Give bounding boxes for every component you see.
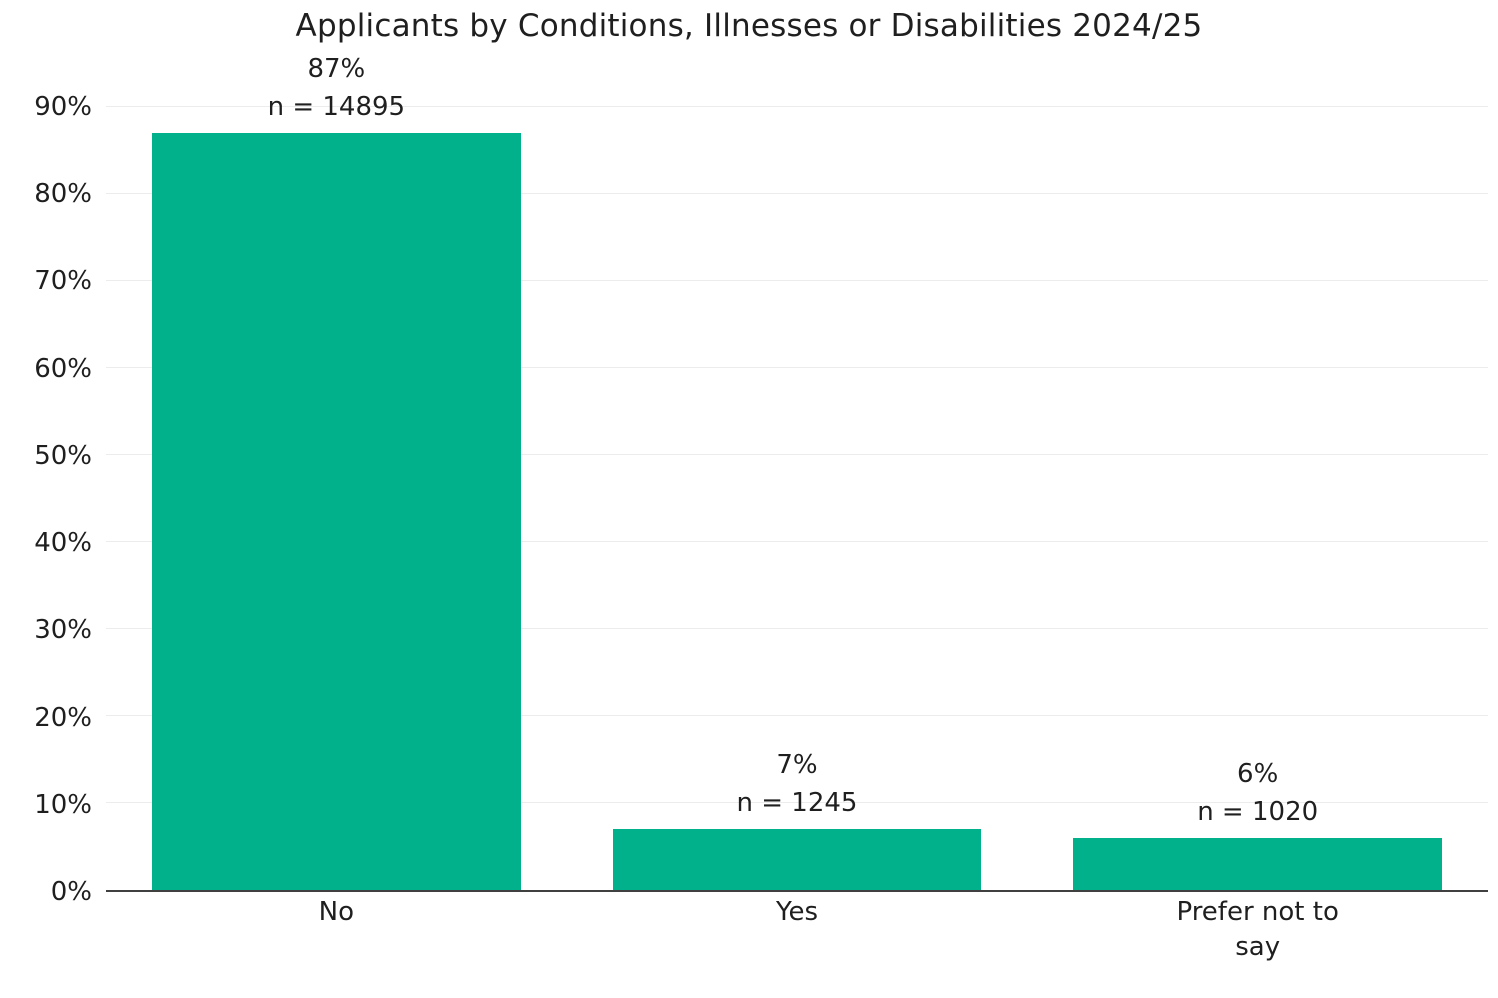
- bar-value-labels-2: 6% n = 1020: [1197, 755, 1318, 831]
- gridline-50: [106, 454, 1488, 455]
- x-label-slot-0: No: [106, 895, 567, 965]
- y-tick-label-0: 0%: [50, 877, 92, 907]
- x-axis-category-labels: No Yes Prefer not to say: [106, 895, 1488, 965]
- category-label-prefer-not-to-say: Prefer not to say: [1176, 897, 1339, 962]
- bar-value-labels-1: 7% n = 1245: [737, 746, 858, 822]
- gridline-20: [106, 715, 1488, 716]
- y-tick-label-80: 80%: [34, 179, 92, 210]
- y-tick-label-20: 20%: [34, 702, 92, 733]
- y-tick-label-60: 60%: [34, 353, 92, 384]
- gridline-40: [106, 541, 1488, 542]
- category-label-yes: Yes: [776, 897, 818, 927]
- y-tick-label-50: 50%: [34, 440, 92, 471]
- bar-slot-2: 6% n = 1020: [1027, 107, 1488, 890]
- bar-no[interactable]: [152, 133, 521, 890]
- bar-percent-label: 87%: [307, 54, 366, 85]
- gridline-80: [106, 193, 1488, 194]
- chart-title: Applicants by Conditions, Illnesses or D…: [295, 8, 1203, 44]
- y-tick-label-70: 70%: [34, 266, 92, 297]
- bar-count-label: n = 1245: [736, 788, 858, 819]
- plot-area: 87% n = 14895 7% n = 1245 6% n = 1020: [106, 54, 1488, 892]
- bar-slot-1: 7% n = 1245: [567, 107, 1028, 890]
- category-label-no: No: [318, 897, 355, 927]
- gridline-90: [106, 106, 1488, 107]
- bar-slot-0: 87% n = 14895: [106, 54, 567, 890]
- gridline-10: [106, 802, 1488, 803]
- bar-percent-label: 6%: [1237, 758, 1279, 789]
- bars-container: 87% n = 14895 7% n = 1245 6% n = 1020: [106, 54, 1488, 890]
- gridline-30: [106, 628, 1488, 630]
- y-tick-label-10: 10%: [34, 789, 92, 820]
- y-tick-label-30: 30%: [34, 615, 92, 646]
- gridline-70: [106, 280, 1488, 281]
- gridlines: [106, 106, 1488, 890]
- x-label-slot-1: Yes: [567, 895, 1028, 965]
- bar-percent-label: 7%: [776, 750, 818, 781]
- bar-count-label: n = 14895: [267, 92, 406, 123]
- y-tick-label-40: 40%: [34, 528, 92, 559]
- y-axis-tick-labels: 0% 10% 20% 30% 40% 50% 60% 70% 80% 90%: [0, 94, 98, 905]
- bar-count-label: n = 1020: [1197, 796, 1319, 827]
- bar-value-labels-0: 87% n = 14895: [268, 50, 406, 126]
- bar-prefer-not-to-say[interactable]: [1073, 837, 1442, 890]
- x-label-slot-2: Prefer not to say: [1027, 895, 1488, 965]
- y-tick-label-90: 90%: [34, 92, 92, 122]
- bar-yes[interactable]: [612, 829, 982, 890]
- gridline-60: [106, 367, 1488, 369]
